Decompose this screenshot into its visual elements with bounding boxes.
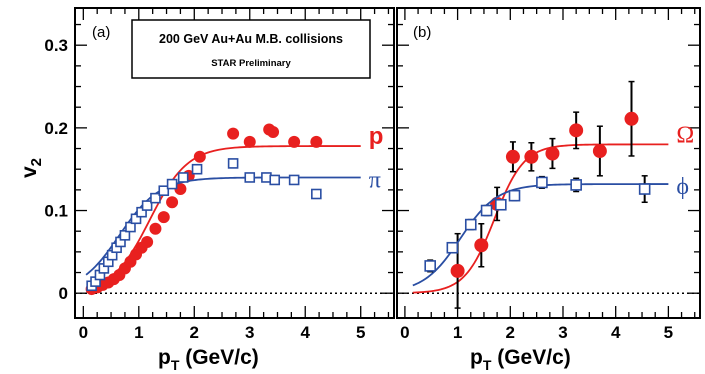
panel-a-series-blue-point (166, 178, 178, 190)
panel-a-x-tick-label: 0 (79, 323, 88, 342)
panel-a-plot: 0 1 2 3 4 5 0 0.1 0.2 0.3 pπ (44, 7, 395, 342)
panel-b-series-blue-point (446, 241, 459, 254)
plot-layer: 0 1 2 3 4 5 0 0.1 0.2 0.3 pπ 0 1 2 3 4 5 Ωϕ (44, 7, 701, 342)
panel-a-series-blue-point (191, 163, 203, 175)
panel-a-series-blue-point (130, 213, 142, 225)
panel-a-series-red-point (149, 222, 162, 235)
panel-a-tag: (a) (92, 24, 110, 41)
panel-a-series-red-point (174, 183, 187, 196)
panel-a-series-blue-point (177, 172, 189, 183)
y-axis-title: v2 (18, 158, 45, 178)
panel-b-series-red-point (569, 123, 584, 138)
panel-a-series-red-point (288, 135, 301, 148)
panel-b-series-blue-point (480, 204, 493, 217)
panel-b-series-blue-point (508, 189, 521, 202)
panel-b-series-red-point (474, 238, 489, 253)
panel-b-x-axis-title: pT (GeV/c) (470, 346, 571, 373)
panel-a-series-red-label: p (369, 123, 384, 150)
panel-b-series-red-point (450, 263, 465, 278)
panel-a-series-blue-point (288, 174, 300, 186)
panel-a-series-red-point (166, 196, 179, 209)
panel-a-series-red-point (227, 127, 240, 140)
panel-a-x-tick-label: 5 (356, 323, 365, 342)
panel-b-x-tick-label: 3 (558, 323, 567, 342)
panel-b-frame (396, 7, 701, 319)
panel-b-plot: 0 1 2 3 4 5 Ωϕ (396, 7, 701, 342)
panel-a-series-blue-point (269, 174, 281, 186)
panel-a-x-tick-label: 2 (190, 323, 199, 342)
panel-a-series-blue-label: π (369, 167, 381, 193)
panel-b-x-title-main: p (470, 346, 483, 369)
panel-a-y-tick-label: 0.2 (44, 119, 68, 138)
panel-b-series-blue-label: ϕ (676, 174, 689, 200)
panel-a-x-title-rest: (GeV/c) (179, 346, 258, 369)
panel-b-series-red-point (505, 149, 520, 164)
panel-a-x-title-sub: T (171, 357, 180, 373)
panel-a-x-title-main: p (158, 346, 171, 369)
panel-a-series-blue-point (125, 221, 136, 233)
panel-a-frame (74, 7, 395, 319)
panel-a-series-red-point (193, 150, 206, 163)
panel-b-series-red-point (545, 146, 560, 161)
panel-a-series-blue-point (150, 192, 161, 204)
panel-a-series-blue-point (311, 188, 322, 200)
panel-a-y-tick-label: 0.3 (44, 36, 68, 55)
panel-a-x-tick-label: 3 (245, 323, 254, 342)
panel-b-x-title-rest: (GeV/c) (491, 346, 570, 369)
panel-b-tag: (b) (413, 24, 431, 41)
panel-b-x-title-sub: T (483, 357, 492, 373)
panel-b-x-tick-label: 4 (611, 323, 621, 342)
panel-a-series-blue-point (119, 230, 131, 241)
panel-a-y-tick-label: 0 (59, 284, 68, 303)
panel-b-x-tick-label: 2 (506, 323, 515, 342)
panel-a-x-tick-label: 4 (301, 323, 311, 342)
y-axis-title-sub: 2 (28, 158, 45, 166)
panel-a-series-red-point (310, 135, 323, 148)
panel-b-series-blue-point (638, 183, 651, 195)
panel-b-series-blue-point (536, 176, 548, 189)
panel-a-series-blue-point (141, 200, 153, 211)
panel-a-x-axis-title: pT (GeV/c) (158, 346, 259, 373)
panel-b-x-tick-label: 0 (400, 323, 409, 342)
panel-a-series-blue-point (244, 172, 256, 183)
panel-b-series-blue-point (424, 260, 436, 272)
panel-a-series-blue-point (136, 206, 147, 218)
panel-b-series-blue-point (464, 218, 477, 231)
panel-b-series-red-point (624, 111, 639, 126)
panel-a-x-tick-label: 1 (134, 323, 143, 342)
panel-b-series-red-point (592, 144, 607, 159)
panel-a-series-red-point (141, 235, 154, 248)
panel-b-series-red-point (524, 149, 539, 164)
panel-b-series-red-label: Ω (676, 122, 694, 148)
panel-b-x-tick-label: 1 (453, 323, 462, 342)
panel-b-series-blue-point (495, 198, 507, 211)
panel-a-annotation-box (131, 19, 371, 79)
panel-b-series-blue-point (570, 179, 582, 191)
panel-a-series-red-point (157, 211, 170, 224)
panel-b-x-tick-label: 5 (664, 323, 673, 342)
panel-a-annotation-line1: 200 GeV Au+Au M.B. collisions (159, 32, 343, 46)
panel-a-series-blue-point (227, 158, 239, 169)
y-axis-title-main: v (18, 166, 41, 178)
panel-b-series-red-fit-curve (412, 143, 669, 294)
panel-a-series-red-point (243, 135, 256, 148)
panel-a-series-blue-point (158, 185, 170, 196)
panel-a-y-tick-label: 0.1 (44, 202, 68, 221)
panel-a-series-red-point (267, 126, 280, 138)
panel-a-annotation-line2: STAR Preliminary (211, 58, 291, 69)
